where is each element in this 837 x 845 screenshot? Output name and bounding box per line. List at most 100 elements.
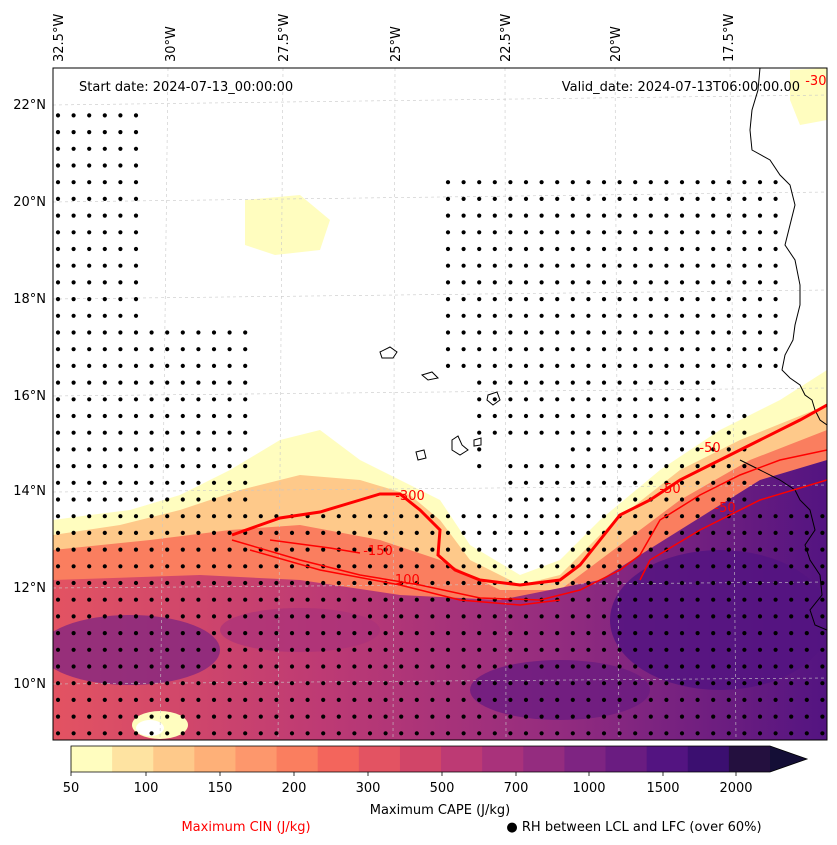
colorbar-segment: [276, 746, 319, 772]
rh-dot: [71, 464, 76, 469]
rh-dot: [430, 731, 435, 736]
rh-dot: [55, 580, 61, 586]
rh-dot: [430, 697, 435, 703]
rh-dot: [508, 347, 513, 352]
rh-dot: [726, 597, 731, 602]
rh-dot: [55, 363, 61, 368]
rh-dot: [55, 514, 61, 519]
rh-dot: [165, 564, 170, 569]
rh-dot: [726, 180, 731, 185]
rh-dot: [617, 681, 622, 686]
rh-dot: [180, 514, 185, 519]
rh-dot: [102, 464, 107, 469]
rh-dot: [492, 313, 497, 318]
rh-dot: [71, 731, 76, 736]
rh-dot: [211, 464, 217, 469]
rh-dot: [87, 580, 92, 586]
rh-dot: [555, 664, 560, 669]
rh-dot: [617, 647, 622, 652]
rh-dot: [227, 430, 232, 435]
rh-dot: [726, 263, 731, 268]
rh-dot: [648, 681, 653, 686]
rh-dot: [477, 397, 482, 402]
rh-dot: [679, 631, 685, 636]
rh-dot: [539, 697, 544, 703]
rh-dot: [617, 547, 622, 552]
rh-dot: [586, 464, 591, 469]
rh-dot: [570, 196, 575, 201]
cin-contour-label: -100: [390, 573, 420, 588]
rh-dot: [820, 547, 825, 552]
rh-dot: [601, 213, 607, 218]
rh-dot: [87, 664, 92, 669]
rh-dot: [617, 480, 622, 485]
rh-dot: [211, 397, 217, 402]
rh-dot: [695, 514, 700, 519]
rh-dot: [664, 380, 669, 385]
rh-dot: [523, 230, 529, 235]
rh-dot: [243, 397, 248, 402]
rh-dot: [211, 347, 217, 352]
rh-dot: [180, 614, 185, 619]
rh-dot: [102, 631, 107, 636]
rh-dot: [430, 547, 435, 552]
rh-dot: [711, 330, 716, 335]
rh-dot: [399, 631, 404, 636]
rh-dot: [196, 564, 201, 569]
rh-dot: [87, 413, 92, 419]
rh-dot: [555, 230, 560, 235]
rh-dot: [492, 681, 497, 686]
rh-dot: [508, 697, 513, 703]
rh-dot: [523, 464, 529, 469]
rh-dot: [133, 146, 139, 151]
rh-dot: [149, 731, 154, 736]
rh-dot: [820, 681, 825, 686]
rh-dot: [492, 380, 497, 385]
rh-dot: [773, 564, 778, 569]
rh-dot: [617, 313, 622, 318]
rh-dot: [617, 347, 622, 352]
rh-dot: [617, 297, 622, 302]
rh-dot: [492, 731, 497, 736]
rh-dot: [71, 313, 76, 318]
rh-dot: [508, 614, 513, 619]
rh-dot: [321, 580, 326, 586]
rh-dot: [399, 597, 404, 602]
rh-dot: [570, 714, 575, 719]
rh-dot: [726, 731, 731, 736]
rh-dot: [555, 413, 560, 419]
rh-dot: [414, 697, 419, 703]
rh-dot: [523, 731, 529, 736]
rh-dot: [414, 547, 419, 552]
rh-dot: [601, 330, 607, 335]
rh-dot: [87, 263, 92, 268]
rh-dot: [648, 430, 653, 435]
rh-dot: [664, 196, 669, 201]
rh-dot: [601, 631, 607, 636]
rh-dot: [118, 697, 123, 703]
rh-dot: [664, 597, 669, 602]
rh-dot: [586, 480, 591, 485]
rh-dot: [508, 547, 513, 552]
rh-dot: [586, 430, 591, 435]
rh-dot: [165, 497, 170, 502]
rh-dot: [492, 363, 497, 368]
rh-dot: [461, 547, 466, 552]
rh-dot: [227, 697, 232, 703]
rh-dot: [789, 547, 794, 552]
rh-dot: [742, 180, 747, 185]
rh-dot: [523, 681, 529, 686]
rh-dot: [695, 430, 700, 435]
rh-dot: [243, 514, 248, 519]
rh-dot: [757, 196, 763, 201]
rh-dot: [149, 697, 154, 703]
rh-dot: [71, 530, 76, 536]
rh-dot: [211, 647, 217, 652]
rh-dot: [336, 631, 341, 636]
rh-dot: [492, 647, 497, 652]
rh-dot: [726, 564, 731, 569]
rh-dot: [196, 631, 201, 636]
rh-dot: [274, 681, 279, 686]
rh-dot: [414, 664, 419, 669]
rh-dot: [617, 263, 622, 268]
